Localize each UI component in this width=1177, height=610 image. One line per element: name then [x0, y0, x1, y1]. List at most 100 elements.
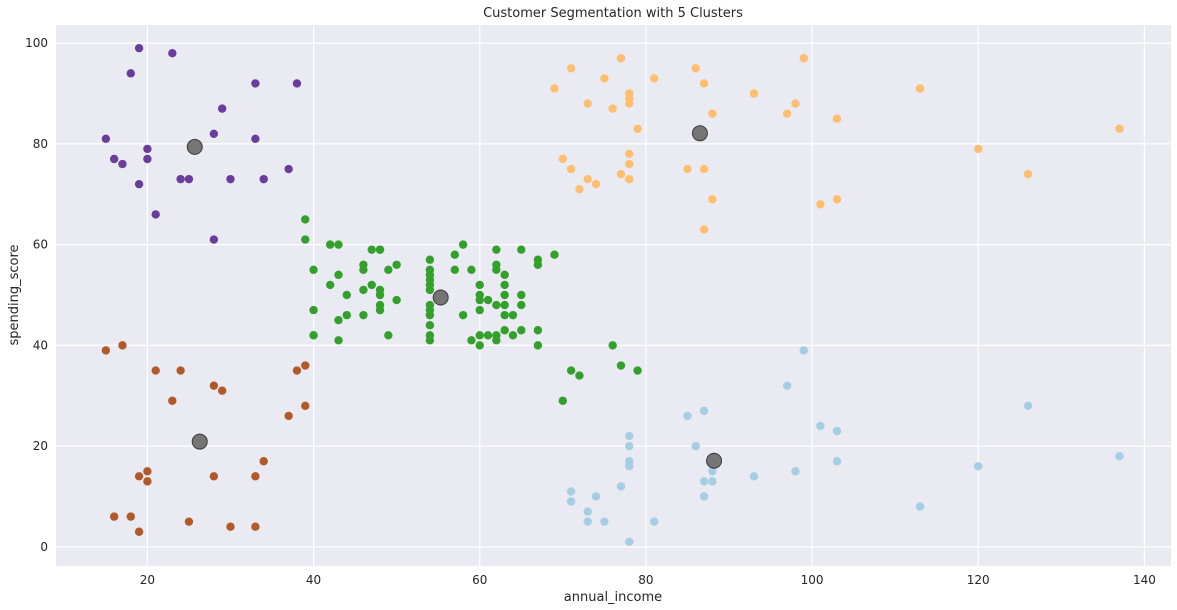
x-tick-label: 60	[472, 573, 487, 587]
data-point	[450, 265, 460, 275]
data-point	[1115, 124, 1124, 133]
x-tick-label: 100	[801, 573, 824, 587]
data-point	[467, 265, 476, 275]
data-point	[500, 280, 509, 290]
data-point	[425, 265, 435, 275]
data-point	[483, 295, 493, 305]
data-point	[134, 527, 144, 536]
data-point	[425, 300, 435, 310]
data-point	[683, 411, 692, 421]
data-point	[749, 89, 759, 98]
data-point	[143, 467, 152, 476]
data-point	[392, 260, 401, 269]
data-point	[799, 346, 808, 355]
data-point	[143, 154, 152, 164]
data-point	[699, 164, 709, 174]
data-point	[500, 300, 509, 310]
data-point	[591, 179, 601, 189]
data-point	[683, 164, 692, 174]
data-point	[625, 159, 634, 169]
data-point	[209, 235, 219, 244]
data-point	[616, 361, 626, 370]
data-point	[583, 507, 592, 516]
data-point	[334, 270, 343, 280]
data-point	[342, 310, 351, 320]
plot-background	[56, 25, 1171, 566]
data-point	[359, 265, 368, 275]
data-point	[699, 225, 709, 234]
data-point	[226, 174, 235, 184]
data-point	[517, 245, 526, 254]
x-axis-ticks: 20 40 60 80 100 120 140	[140, 573, 1156, 587]
data-point	[118, 159, 127, 169]
centroid-marker	[691, 125, 708, 142]
cluster-series	[101, 341, 310, 536]
data-point	[251, 522, 260, 531]
data-point	[533, 260, 543, 269]
cluster-series	[550, 54, 1124, 234]
data-point	[625, 462, 634, 471]
centroid-marker	[706, 452, 723, 469]
data-point	[425, 336, 435, 345]
data-point	[583, 99, 592, 108]
data-point	[134, 43, 144, 53]
data-point	[134, 472, 144, 481]
data-point	[625, 174, 634, 184]
chart-title: Customer Segmentation with 5 Clusters	[483, 6, 743, 21]
data-point	[625, 537, 634, 547]
data-point	[342, 290, 351, 300]
data-point	[209, 129, 219, 139]
data-point	[425, 321, 435, 330]
data-point	[974, 462, 983, 471]
data-point	[832, 195, 842, 204]
data-point	[1023, 401, 1033, 411]
data-point	[492, 300, 501, 310]
data-point	[425, 285, 435, 295]
y-tick-label: 0	[40, 540, 48, 554]
data-point	[500, 270, 509, 280]
data-point	[301, 401, 310, 411]
y-tick-label: 40	[33, 338, 48, 352]
data-point	[101, 134, 111, 144]
data-point	[500, 290, 509, 300]
centroid-marker	[191, 433, 208, 450]
data-point	[325, 240, 335, 249]
data-point	[168, 49, 177, 58]
data-point	[143, 477, 152, 486]
data-point	[176, 174, 185, 184]
data-point	[708, 195, 717, 204]
data-point	[708, 109, 717, 118]
data-point	[691, 64, 700, 73]
data-point	[699, 406, 709, 416]
centroid-marker	[186, 138, 203, 155]
data-point	[134, 179, 144, 189]
data-point	[392, 295, 401, 305]
data-point	[251, 134, 260, 144]
data-point	[517, 290, 526, 300]
data-point	[226, 522, 235, 531]
data-point	[309, 331, 318, 340]
data-point	[633, 366, 642, 375]
centroid-series	[186, 125, 723, 469]
x-tick-label: 80	[638, 573, 653, 587]
data-point	[301, 215, 310, 224]
data-point	[109, 512, 119, 521]
data-point	[184, 517, 194, 526]
data-point	[508, 310, 518, 320]
data-point	[816, 421, 825, 431]
data-point	[284, 164, 293, 174]
data-point	[367, 245, 376, 254]
data-point	[384, 265, 393, 275]
data-point	[450, 250, 460, 259]
data-point	[259, 457, 268, 466]
data-point	[292, 366, 302, 375]
data-point	[616, 54, 626, 63]
data-point	[1023, 169, 1033, 179]
data-points	[101, 43, 1124, 547]
data-point	[625, 441, 634, 451]
data-point	[708, 477, 717, 486]
data-point	[292, 79, 302, 88]
data-point	[475, 290, 484, 300]
data-point	[699, 477, 709, 486]
data-point	[492, 331, 501, 340]
